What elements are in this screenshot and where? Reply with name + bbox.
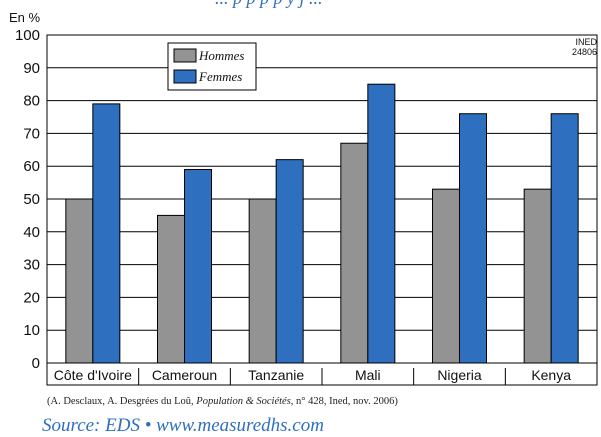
legend-label-hommes: Hommes: [198, 48, 245, 63]
y-tick-label: 90: [23, 60, 40, 77]
ined-code: 24806: [572, 47, 597, 57]
truncated-title-fragment: ... p p p p y j ...: [215, 0, 323, 8]
legend-swatch-femmes: [173, 69, 197, 84]
bar-hommes: [523, 188, 552, 364]
category-label: Nigeria: [437, 367, 482, 383]
bar-femmes: [92, 103, 121, 364]
bar-hommes: [340, 142, 369, 364]
y-tick-label: 0: [32, 355, 40, 372]
y-tick-label: 10: [23, 322, 40, 339]
y-tick-label: 30: [23, 257, 40, 274]
legend-label-femmes: Femmes: [198, 69, 242, 84]
bar-hommes: [65, 198, 94, 364]
category-label: Cameroun: [152, 367, 217, 383]
bar-hommes: [432, 188, 460, 364]
category-label: Tanzanie: [248, 367, 304, 383]
citation-prefix: (A. Desclaux, A. Desgrées du Loû,: [47, 396, 197, 407]
bar-femmes: [184, 168, 212, 364]
y-tick-label: 60: [23, 158, 40, 175]
category-label: Mali: [355, 367, 381, 383]
y-tick-label: 20: [23, 289, 40, 306]
legend: Hommes Femmes: [167, 42, 257, 91]
y-tick-label: 40: [23, 224, 40, 241]
y-tick-label: 100: [15, 27, 40, 44]
y-axis-unit-label: En %: [9, 10, 41, 25]
category-label: Kenya: [531, 367, 571, 383]
y-tick-label: 70: [23, 125, 40, 142]
bar-femmes: [275, 159, 304, 364]
source-line: Source: EDS • www.measuredhs.com: [42, 415, 324, 436]
plot-frame: [46, 34, 598, 386]
y-tick-label: 80: [23, 93, 40, 110]
gridlines: [47, 34, 597, 364]
y-tick-label: 50: [23, 191, 40, 208]
bar-femmes: [459, 113, 487, 364]
x-axis-categories: Côte d'Ivoire Cameroun Tanzanie Mali Nigeria…: [54, 367, 571, 385]
bar-hommes: [248, 198, 277, 364]
bar-femmes: [550, 113, 579, 364]
bars: [65, 83, 579, 364]
bar-hommes: [157, 214, 185, 364]
citation-suffix: n° 428, Ined, nov. 2006): [293, 396, 398, 407]
bar-femmes: [367, 83, 396, 364]
citation-journal: Population & Sociétés,: [196, 396, 294, 407]
ined-tag: INED 24806: [572, 37, 598, 57]
y-axis-ticks: 0 10 20 30 40 50 60 70 80 90 100: [15, 27, 40, 372]
legend-swatch-hommes: [173, 48, 197, 63]
bar-chart: ... p p p p y j ... En % 0 10 20 30 40 50 60 70…: [9, 0, 598, 386]
category-label: Côte d'Ivoire: [54, 367, 132, 383]
citation: (A. Desclaux, A. Desgrées du Loû, Popula…: [47, 396, 398, 407]
axes: [46, 34, 598, 386]
ined-label: INED: [575, 37, 597, 47]
